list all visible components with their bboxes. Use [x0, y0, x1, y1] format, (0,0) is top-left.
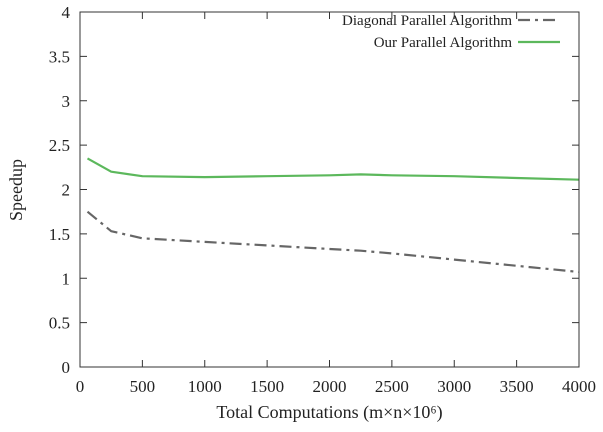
y-tick-label-6: 3 — [62, 92, 71, 111]
y-tick-label-1: 0.5 — [49, 314, 70, 333]
x-tick-label-5: 2500 — [375, 377, 409, 396]
x-tick-label-4: 2000 — [313, 377, 347, 396]
plot-frame — [79, 11, 580, 368]
y-tick-label-7: 3.5 — [49, 47, 70, 66]
series-line-ours — [86, 157, 580, 181]
x-tick-label-2: 1000 — [188, 377, 222, 396]
y-tick-label-4: 2 — [62, 181, 71, 200]
x-tick-label-3: 1500 — [250, 377, 284, 396]
legend: Diagonal Parallel Algorithm Our Parallel… — [342, 13, 560, 51]
legend-label-diagonal: Diagonal Parallel Algorithm — [342, 13, 512, 29]
legend-item-ours: Our Parallel Algorithm — [374, 35, 560, 51]
y-tick-label-8: 4 — [62, 3, 71, 22]
y-tick-label-0: 0 — [62, 358, 71, 377]
y-tick-label-2: 1 — [62, 269, 71, 288]
x-tick-label-7: 3500 — [500, 377, 534, 396]
y-tick-label-5: 2.5 — [49, 136, 70, 155]
x-tick-label-0: 0 — [76, 377, 85, 396]
x-axis-title: Total Computations (m×n×10⁶) — [216, 402, 442, 423]
y-tick-label-3: 1.5 — [49, 225, 70, 244]
x-tick-label-1: 500 — [130, 377, 156, 396]
y-axis-title: Speedup — [6, 159, 26, 221]
x-tick-label-6: 3000 — [437, 377, 471, 396]
x-tick-label-8: 4000 — [562, 377, 596, 396]
legend-label-ours: Our Parallel Algorithm — [374, 35, 513, 51]
legend-item-diagonal: Diagonal Parallel Algorithm — [342, 13, 560, 29]
series-line-diagonal — [86, 210, 580, 274]
